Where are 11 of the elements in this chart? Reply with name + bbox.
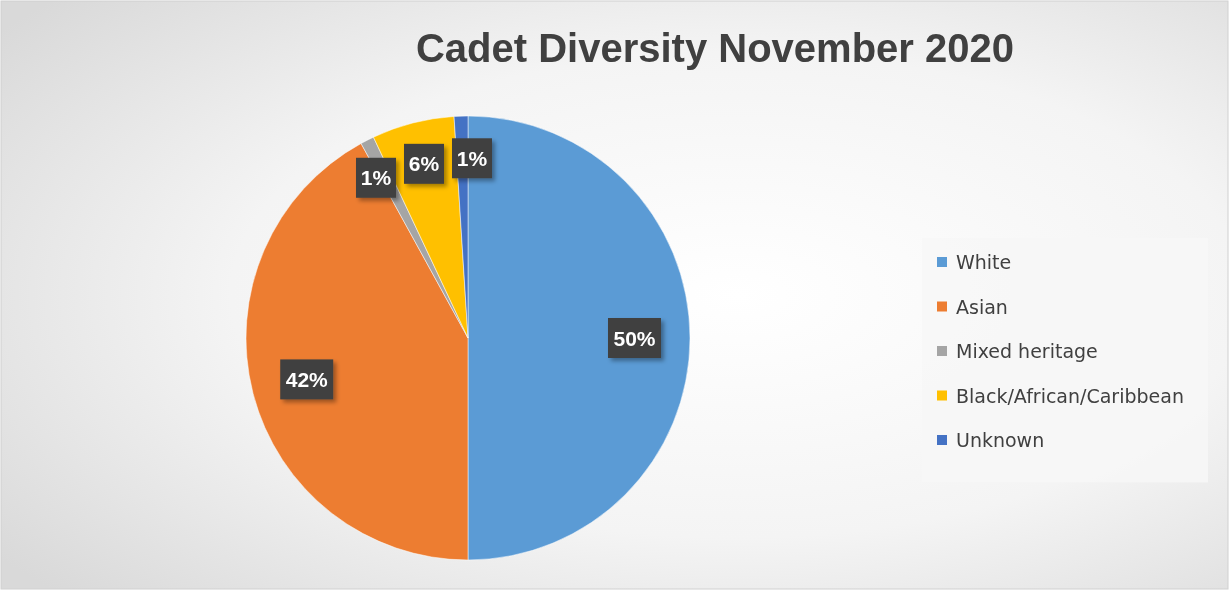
- data-label: 1%: [360, 166, 392, 190]
- data-label: 50%: [613, 326, 656, 350]
- legend-label: Unknown: [956, 429, 1045, 451]
- data-label: 6%: [408, 152, 440, 176]
- legend-label: White: [956, 251, 1012, 273]
- legend-label: Mixed heritage: [956, 340, 1098, 362]
- data-label: 1%: [456, 146, 488, 170]
- legend-label: Asian: [956, 295, 1008, 318]
- chart-title: Cadet Diversity November 2020: [415, 26, 1015, 70]
- legend-label: Black/African/Caribbean: [956, 384, 1184, 407]
- data-label: 42%: [285, 367, 329, 391]
